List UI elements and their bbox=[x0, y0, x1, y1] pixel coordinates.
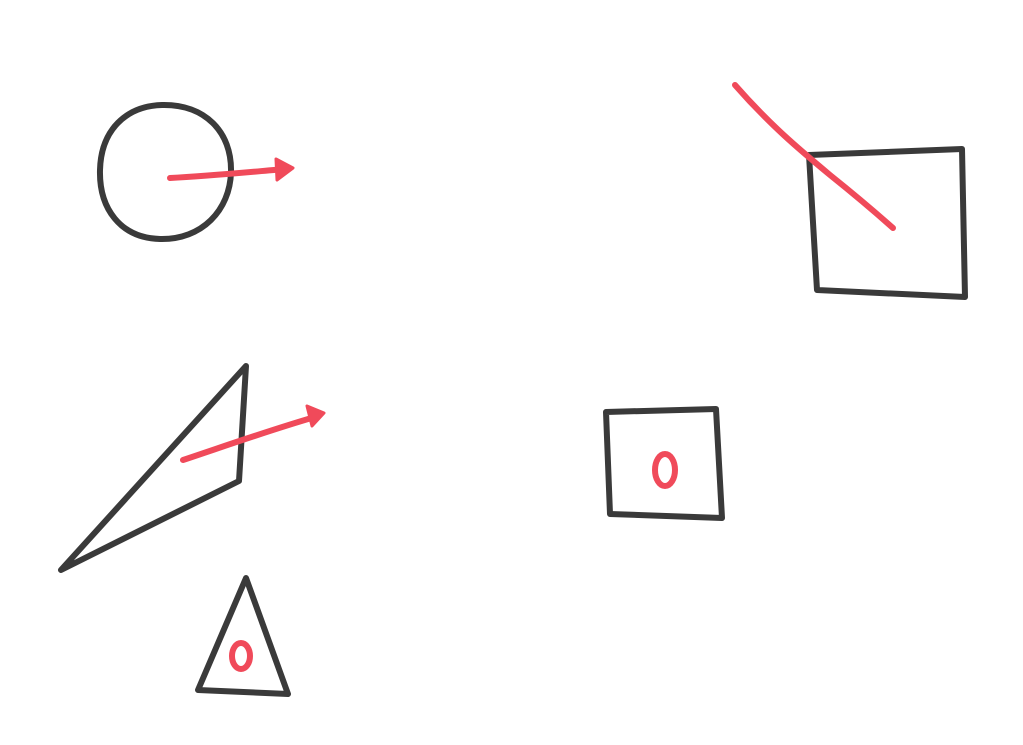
circle-with-arrow bbox=[96, 101, 295, 243]
triangle-zero-mark bbox=[229, 640, 253, 672]
triangle-arrow-shaft bbox=[180, 414, 318, 463]
upper-right-square bbox=[806, 146, 968, 300]
square-crossed-by-line bbox=[732, 82, 968, 300]
triangle-arrow-head bbox=[305, 404, 326, 428]
square-with-zero bbox=[603, 406, 725, 521]
small-triangle-shape bbox=[195, 575, 291, 697]
long-triangle-with-arrow bbox=[58, 363, 326, 573]
center-square bbox=[603, 406, 725, 521]
square-zero-mark bbox=[652, 451, 678, 489]
circle-arrow-head bbox=[274, 157, 295, 182]
small-triangle-with-zero bbox=[195, 575, 291, 697]
circle-arrow-shaft bbox=[167, 166, 288, 181]
long-triangle-shape bbox=[58, 363, 249, 573]
circle-shape bbox=[96, 101, 235, 243]
diagonal-line bbox=[732, 82, 896, 231]
